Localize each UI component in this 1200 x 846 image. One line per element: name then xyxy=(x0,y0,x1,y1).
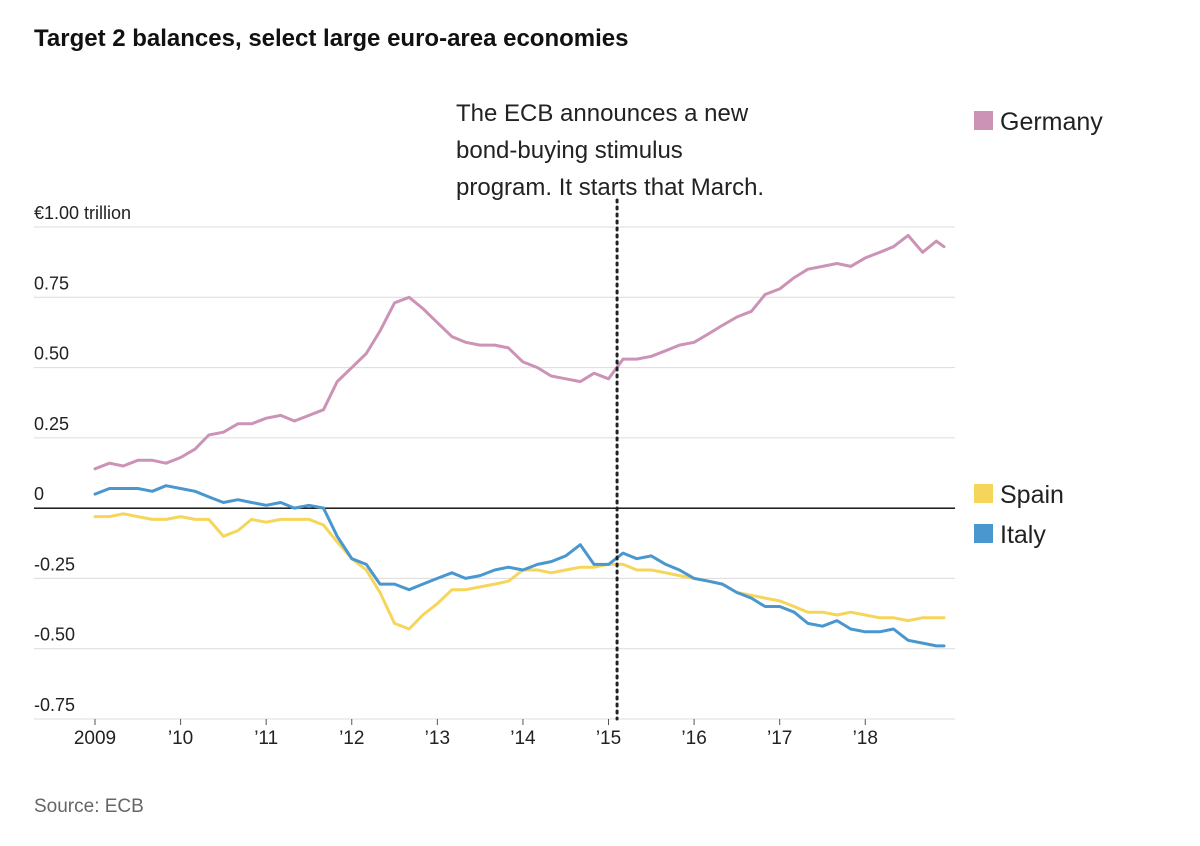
series-layer xyxy=(93,233,946,648)
annotation-text: bond-buying stimulus xyxy=(456,137,683,164)
x-tick-label: ’12 xyxy=(339,728,364,749)
x-tick-label: ’15 xyxy=(596,728,621,749)
x-tick-label: ’13 xyxy=(425,728,450,749)
legend-label-italy: Italy xyxy=(1000,521,1046,549)
annotation-text: program. It starts that March. xyxy=(456,174,764,201)
legend-label-spain: Spain xyxy=(1000,481,1064,509)
annotation-text: The ECB announces a new xyxy=(456,100,749,127)
y-axis: €1.00 trillion 0.75 0.50 0.25 0 -0.25 -0.50 -0.… xyxy=(34,203,131,715)
y-tick-label: 0.75 xyxy=(34,273,69,293)
x-tick-label: 2009 xyxy=(74,728,116,749)
y-tick-label: -0.25 xyxy=(34,554,75,574)
series-line-spain xyxy=(93,512,946,631)
legend-swatch-spain xyxy=(974,484,993,503)
series-line-italy xyxy=(93,484,946,648)
annotation: The ECB announces a new bond-buying stimu… xyxy=(456,100,764,721)
y-tick-label: 0.25 xyxy=(34,414,69,434)
x-tick-label: ’17 xyxy=(767,728,792,749)
chart-title: Target 2 balances, select large euro-are… xyxy=(34,25,629,52)
y-tick-label: €1.00 trillion xyxy=(34,203,131,223)
x-tick-label: ’14 xyxy=(510,728,536,749)
source-note: Source: ECB xyxy=(34,796,144,817)
y-tick-label: 0 xyxy=(34,484,44,504)
legend: Germany Spain Italy xyxy=(974,108,1103,549)
x-tick-label: ’16 xyxy=(681,728,706,749)
grid-layer xyxy=(34,226,955,720)
series-line-germany xyxy=(93,233,946,471)
y-tick-label: 0.50 xyxy=(34,344,69,364)
x-tick-label: ’11 xyxy=(254,728,278,749)
x-tick-label: ’10 xyxy=(168,728,193,749)
legend-label-germany: Germany xyxy=(1000,108,1103,136)
legend-swatch-italy xyxy=(974,524,993,543)
x-tick-label: ’18 xyxy=(853,728,878,749)
x-axis: 2009 ’10 ’11 ’12 ’13 ’14 ’15 ’16 ’17 ’18 xyxy=(74,719,878,749)
y-tick-label: -0.50 xyxy=(34,625,75,645)
legend-swatch-germany xyxy=(974,111,993,130)
y-tick-label: -0.75 xyxy=(34,695,75,715)
